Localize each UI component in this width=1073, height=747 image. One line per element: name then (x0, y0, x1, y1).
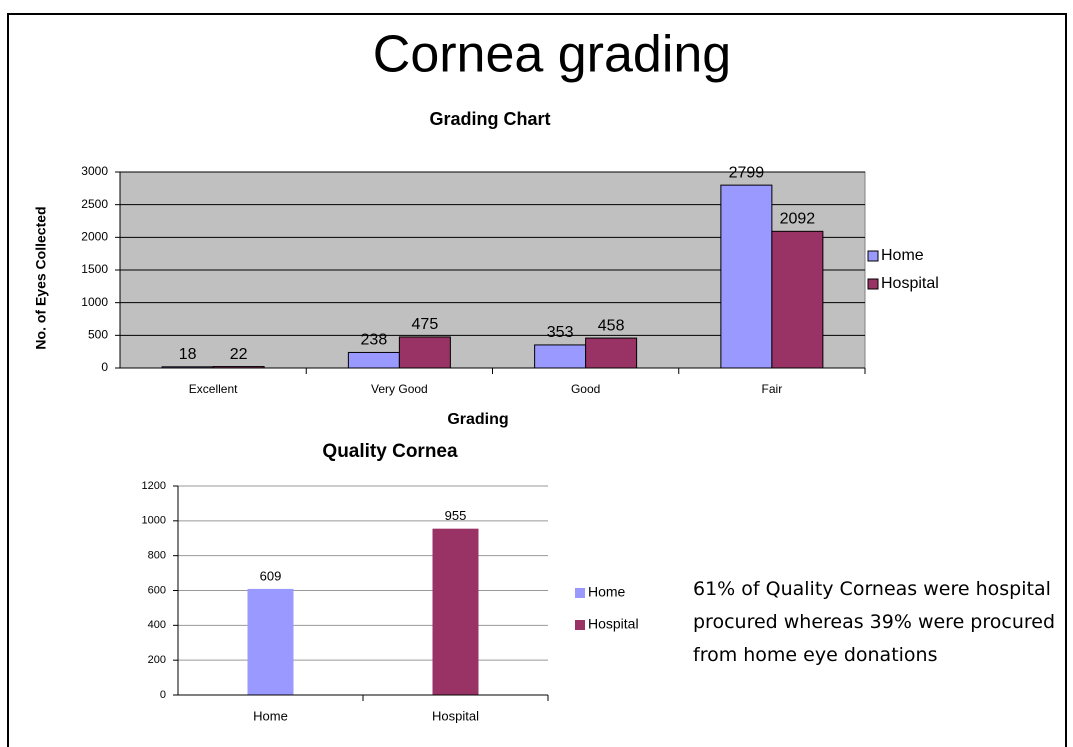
slide-border (7, 13, 1067, 747)
legend-label: Home (881, 247, 924, 264)
y-tick-label: 600 (148, 584, 166, 596)
y-tick-label: 200 (148, 654, 166, 666)
chart-title: Quality Cornea (322, 441, 458, 462)
data-label: 2092 (780, 211, 816, 228)
data-label: 353 (547, 324, 574, 341)
y-tick-label: 1000 (81, 295, 108, 309)
bar (247, 588, 294, 695)
slide-title: Cornea grading (373, 26, 731, 84)
legend-swatch (575, 588, 585, 598)
legend-label: Hospital (881, 275, 939, 292)
x-tick-label: Good (571, 382, 600, 396)
legend-label: Home (588, 584, 626, 600)
x-axis-label: Grading (447, 411, 508, 428)
x-tick-label: Home (253, 708, 288, 723)
legend-label: Hospital (588, 616, 639, 632)
y-tick-label: 400 (148, 619, 166, 631)
data-label: 238 (361, 332, 388, 349)
data-label: 609 (260, 568, 282, 583)
x-tick-label: Fair (762, 382, 783, 396)
data-label: 458 (598, 317, 625, 334)
data-label: 2799 (729, 164, 765, 181)
data-label: 18 (179, 346, 197, 363)
y-tick-label: 0 (160, 689, 166, 701)
bar (585, 337, 638, 369)
bar (432, 528, 479, 695)
data-label: 475 (412, 316, 439, 333)
y-tick-label: 1200 (142, 480, 166, 492)
y-tick-label: 1000 (142, 515, 166, 527)
legend-swatch (867, 278, 879, 290)
y-tick-label: 800 (148, 550, 166, 562)
bar (534, 344, 587, 369)
bar (398, 336, 451, 369)
y-axis-label: No. of Eyes Collected (33, 206, 49, 349)
legend-swatch (575, 620, 585, 630)
bar (771, 230, 824, 369)
y-tick-label: 0 (101, 360, 108, 374)
y-tick-label: 3000 (81, 164, 108, 178)
bar (720, 184, 773, 369)
legend-swatch (867, 250, 879, 262)
y-tick-label: 500 (88, 328, 108, 342)
y-tick-label: 2000 (81, 230, 108, 244)
x-tick-label: Excellent (189, 382, 238, 396)
y-tick-label: 1500 (81, 262, 108, 276)
bar (347, 351, 400, 369)
data-label: 22 (230, 346, 248, 363)
note: 61% of Quality Corneas were hospital pro… (693, 578, 1056, 666)
chart-title: Grading Chart (429, 109, 550, 129)
y-tick-label: 2500 (81, 197, 108, 211)
x-tick-label: Very Good (371, 382, 428, 396)
data-label: 955 (445, 508, 467, 523)
x-tick-label: Hospital (432, 708, 479, 723)
